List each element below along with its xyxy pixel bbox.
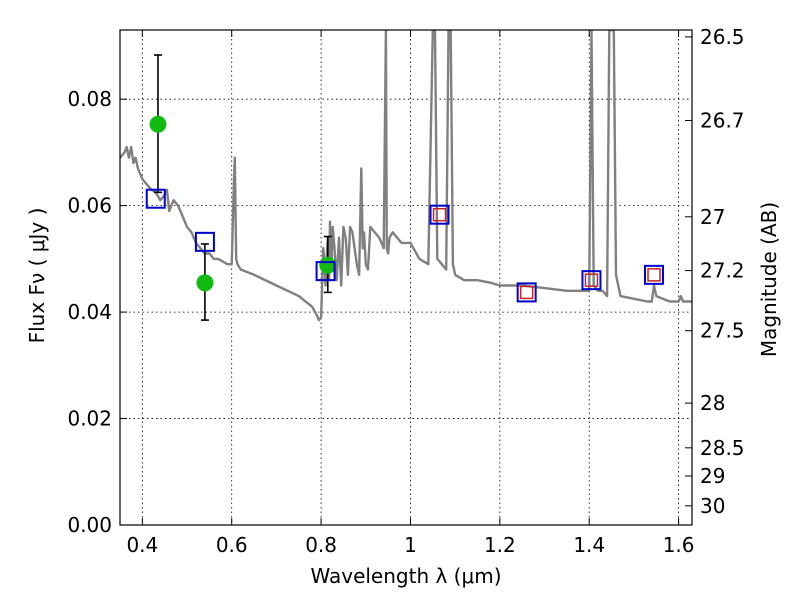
x-tick-label: 1.6 bbox=[663, 533, 695, 557]
right-axis-label: Magnitude (AB) bbox=[757, 202, 781, 357]
x-tick-label: 0.8 bbox=[305, 533, 337, 557]
model-flux-square bbox=[429, 204, 450, 225]
plot-area bbox=[120, 30, 692, 322]
right-tick-label: 29 bbox=[700, 464, 725, 488]
x-tick-label: 0.6 bbox=[216, 533, 248, 557]
model-flux-square bbox=[315, 261, 336, 282]
upper-limit-square bbox=[519, 285, 534, 300]
right-tick-label: 28 bbox=[700, 391, 725, 415]
right-tick-label: 27.2 bbox=[700, 259, 745, 283]
right-tick-label: 26.7 bbox=[700, 108, 745, 132]
x-axis-label: Wavelength λ (μm) bbox=[310, 564, 501, 588]
right-tick-label: 27.5 bbox=[700, 319, 745, 343]
model-flux-square bbox=[194, 231, 215, 252]
y-tick-label: 0.06 bbox=[67, 194, 112, 218]
model-flux-square bbox=[644, 264, 665, 285]
right-tick-label: 30 bbox=[700, 494, 725, 518]
right-tick-label: 27 bbox=[700, 205, 725, 229]
upper-limit-square bbox=[432, 207, 447, 222]
x-tick-label: 1.4 bbox=[573, 533, 605, 557]
y-tick-label: 0.00 bbox=[67, 513, 112, 537]
x-tick-label: 1 bbox=[404, 533, 417, 557]
grid-lines bbox=[120, 30, 692, 526]
right-tick-label: 28.5 bbox=[700, 436, 745, 460]
y-tick-label: 0.02 bbox=[67, 407, 112, 431]
observed-flux-point bbox=[149, 115, 167, 133]
observed-flux-point bbox=[319, 256, 337, 274]
model-spectrum-line bbox=[120, 30, 692, 322]
model-flux-square bbox=[516, 282, 537, 303]
plot-frame bbox=[119, 29, 693, 526]
x-tick-label: 1.2 bbox=[484, 533, 516, 557]
axis-ticks: 0.4 0.6 0.8 1 1.2 1.4 1.6 0.00 0.02 0.04 0.06 0.08 2… bbox=[67, 25, 744, 557]
x-tick-label: 0.4 bbox=[126, 533, 158, 557]
right-tick-label: 26.5 bbox=[700, 25, 745, 49]
y-tick-label: 0.08 bbox=[67, 87, 112, 111]
upper-limit-square bbox=[584, 273, 599, 287]
y-axis-label: Flux Fν ( μJy ) bbox=[25, 208, 49, 344]
model-flux-square bbox=[145, 188, 166, 209]
model-flux-square bbox=[581, 270, 602, 291]
observed-flux-point bbox=[196, 274, 214, 292]
upper-limit-square bbox=[647, 268, 661, 282]
y-tick-label: 0.04 bbox=[67, 300, 112, 324]
